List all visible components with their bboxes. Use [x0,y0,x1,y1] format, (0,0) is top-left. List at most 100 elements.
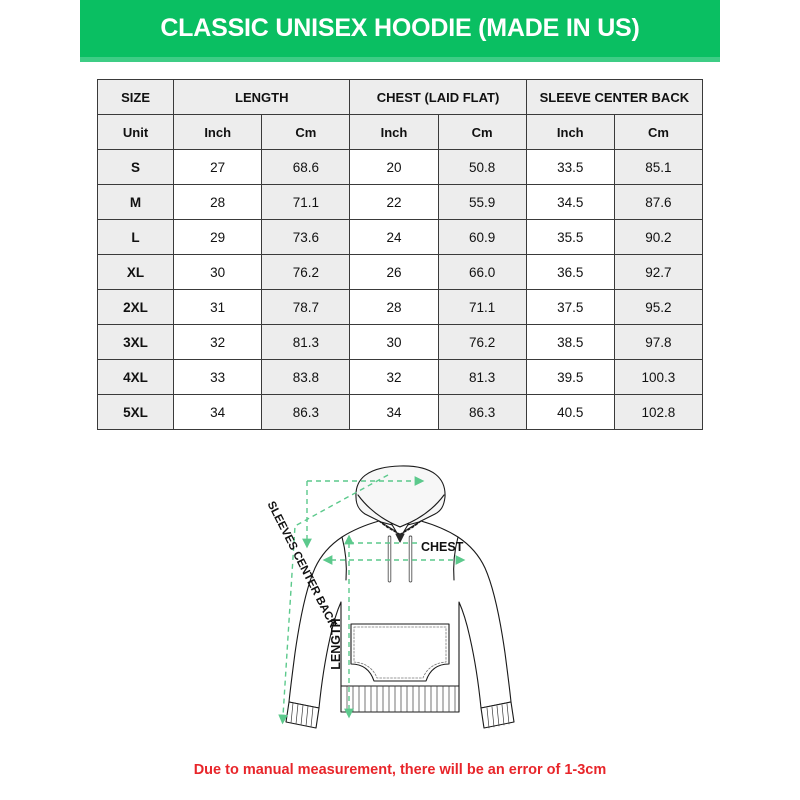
unit-header-chest-cm: Cm [437,114,527,150]
cell-sleeve-cm: 100.3 [613,359,704,395]
cell-length-cm: 78.7 [261,289,351,325]
hoodie-measurement-diagram: CHEST LENGTH SLEEVES CENTER BACK [245,448,555,748]
cell-chest-cm: 50.8 [437,149,527,185]
cell-chest-cm: 81.3 [437,359,527,395]
table-row: XL 30 76.2 26 66.0 36.5 92.7 [96,254,704,290]
cell-size: M [96,184,175,220]
measurement-disclaimer: Due to manual measurement, there will be… [193,762,607,778]
cell-sleeve-cm: 92.7 [613,254,704,290]
cell-length-cm: 86.3 [261,394,351,430]
group-header-sleeve: SLEEVE CENTER BACK [525,79,704,115]
size-chart-table-container: SIZE LENGTH CHEST (LAID FLAT) SLEEVE CEN… [96,79,704,430]
cell-sleeve-inch: 36.5 [525,254,615,290]
cell-chest-inch: 20 [349,149,439,185]
size-chart-table: SIZE LENGTH CHEST (LAID FLAT) SLEEVE CEN… [96,79,704,430]
drawstring-knot [395,533,405,543]
table-group-header-row: SIZE LENGTH CHEST (LAID FLAT) SLEEVE CEN… [96,79,704,115]
cell-sleeve-cm: 90.2 [613,219,704,255]
cell-size: 2XL [96,289,175,325]
cell-sleeve-cm: 102.8 [613,394,704,430]
cell-chest-cm: 86.3 [437,394,527,430]
cell-sleeve-inch: 37.5 [525,289,615,325]
neck-notch [390,522,410,539]
unit-header-length-inch: Inch [173,114,263,150]
cell-chest-inch: 24 [349,219,439,255]
cell-chest-inch: 30 [349,324,439,360]
header-banner: CLASSIC UNISEX HOODIE (MADE IN US) [80,0,720,57]
cell-chest-inch: 32 [349,359,439,395]
collar-band-left [378,520,401,535]
cell-sleeve-inch: 35.5 [525,219,615,255]
pocket-stitch [353,626,447,679]
cell-chest-cm: 66.0 [437,254,527,290]
table-row: S 27 68.6 20 50.8 33.5 85.1 [96,149,704,185]
cuff-rib-right [480,701,515,729]
cell-chest-cm: 71.1 [437,289,527,325]
cell-length-cm: 73.6 [261,219,351,255]
cell-length-cm: 81.3 [261,324,351,360]
hoodie-diagram-svg: CHEST LENGTH SLEEVES CENTER BACK [265,465,515,729]
cuff-rib-left-lines [290,702,314,728]
cell-length-inch: 30 [173,254,263,290]
table-row: 4XL 33 83.8 32 81.3 39.5 100.3 [96,359,704,395]
cell-size: S [96,149,175,185]
cell-length-inch: 31 [173,289,263,325]
unit-header-sleeve-cm: Cm [613,114,704,150]
measurement-guides [278,474,466,725]
cell-size: 5XL [96,394,175,430]
chest-label: CHEST [421,540,464,554]
cell-length-inch: 34 [173,394,263,430]
group-header-size: SIZE [96,79,175,115]
unit-header-length-cm: Cm [261,114,351,150]
cell-sleeve-inch: 38.5 [525,324,615,360]
cell-size: L [96,219,175,255]
cell-length-inch: 33 [173,359,263,395]
cell-length-cm: 83.8 [261,359,351,395]
hood-shape [355,465,446,528]
table-row: 5XL 34 86.3 34 86.3 40.5 102.8 [96,394,704,430]
cell-length-cm: 71.1 [261,184,351,220]
cell-chest-inch: 28 [349,289,439,325]
group-header-length: LENGTH [173,79,351,115]
table-row: 3XL 32 81.3 30 76.2 38.5 97.8 [96,324,704,360]
cell-sleeve-inch: 40.5 [525,394,615,430]
cell-length-inch: 29 [173,219,263,255]
table-body: S 27 68.6 20 50.8 33.5 85.1 M 28 71.1 22… [96,149,704,430]
unit-header-sleeve-inch: Inch [525,114,615,150]
table-row: L 29 73.6 24 60.9 35.5 90.2 [96,219,704,255]
cell-chest-cm: 76.2 [437,324,527,360]
table-row: M 28 71.1 22 55.9 34.5 87.6 [96,184,704,220]
hem-rib [340,685,460,713]
cell-length-inch: 27 [173,149,263,185]
cell-chest-inch: 34 [349,394,439,430]
cell-sleeve-cm: 87.6 [613,184,704,220]
cuff-rib-right-lines [486,703,510,729]
header-underline [80,57,720,62]
length-label: LENGTH [329,618,343,669]
kangaroo-pocket [350,623,450,682]
cell-length-inch: 32 [173,324,263,360]
cell-length-inch: 28 [173,184,263,220]
cell-size: XL [96,254,175,290]
table-unit-header-row: Unit Inch Cm Inch Cm Inch Cm [96,114,704,150]
cell-size: 4XL [96,359,175,395]
group-header-chest: CHEST (LAID FLAT) [349,79,527,115]
unit-header-chest-inch: Inch [349,114,439,150]
cell-chest-inch: 22 [349,184,439,220]
collar-band-right [399,520,422,535]
page-title: CLASSIC UNISEX HOODIE (MADE IN US) [160,14,640,42]
cell-sleeve-inch: 33.5 [525,149,615,185]
cell-chest-inch: 26 [349,254,439,290]
cell-sleeve-cm: 95.2 [613,289,704,325]
cell-chest-cm: 55.9 [437,184,527,220]
table-head: SIZE LENGTH CHEST (LAID FLAT) SLEEVE CEN… [96,79,704,150]
cell-sleeve-inch: 39.5 [525,359,615,395]
cell-sleeve-cm: 97.8 [613,324,704,360]
unit-header-unit: Unit [96,114,175,150]
cell-sleeve-inch: 34.5 [525,184,615,220]
cell-length-cm: 76.2 [261,254,351,290]
cell-length-cm: 68.6 [261,149,351,185]
cell-size: 3XL [96,324,175,360]
cell-sleeve-cm: 85.1 [613,149,704,185]
table-row: 2XL 31 78.7 28 71.1 37.5 95.2 [96,289,704,325]
